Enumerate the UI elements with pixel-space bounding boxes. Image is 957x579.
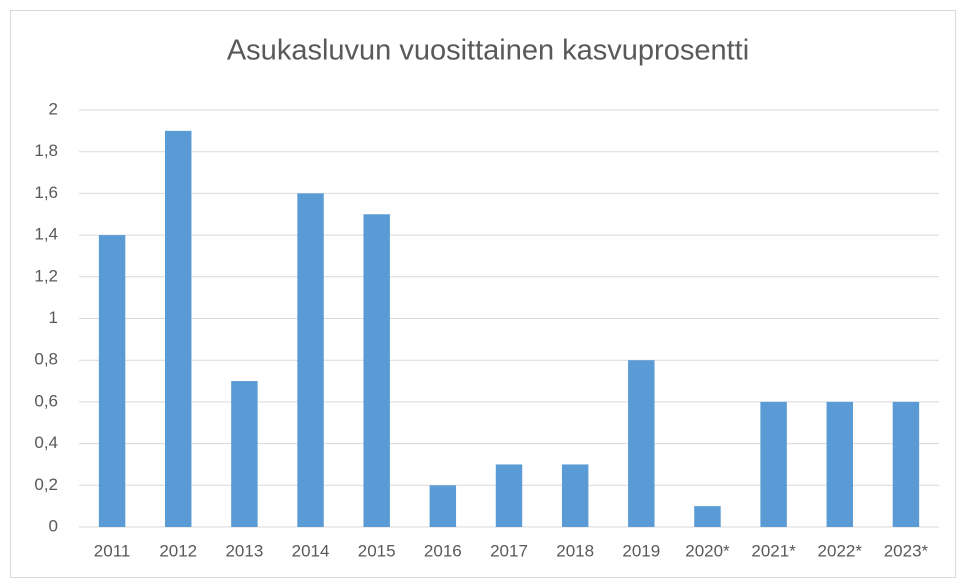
bar xyxy=(297,193,324,527)
x-tick-label: 2022* xyxy=(818,541,863,560)
y-tick-label: 1,2 xyxy=(34,266,58,285)
bar xyxy=(628,360,655,527)
bar xyxy=(826,401,853,527)
bar xyxy=(231,381,258,527)
y-tick-label: 1 xyxy=(49,308,58,327)
chart-title: Asukasluvun vuosittainen kasvuprosentti xyxy=(227,35,749,67)
x-tick-label: 2011 xyxy=(94,541,131,560)
x-tick-label: 2015 xyxy=(358,541,396,560)
bar xyxy=(892,401,920,527)
x-tick-label: 2013 xyxy=(225,541,263,560)
bar xyxy=(429,485,457,527)
chart-frame xyxy=(10,10,956,578)
bar xyxy=(98,235,126,527)
bar xyxy=(495,464,523,527)
x-tick-label: 2021* xyxy=(751,541,796,560)
bar xyxy=(165,130,192,527)
bar xyxy=(694,506,721,527)
y-tick-label: 0,2 xyxy=(34,475,58,494)
y-tick-label: 0,8 xyxy=(34,350,58,369)
x-tick-label: 2012 xyxy=(159,541,197,560)
y-tick-label: 1,8 xyxy=(34,141,58,160)
x-tick-label: 2020* xyxy=(685,541,730,560)
bar xyxy=(363,214,390,527)
bar xyxy=(760,401,787,527)
x-tick-label: 2014 xyxy=(292,541,330,560)
x-tick-label: 2018 xyxy=(556,541,594,560)
bar xyxy=(561,464,589,527)
y-tick-label: 0 xyxy=(49,516,58,535)
y-tick-label: 2 xyxy=(49,99,58,118)
y-tick-label: 1,4 xyxy=(34,225,58,244)
x-tick-label: 2019 xyxy=(622,541,660,560)
y-tick-label: 1,6 xyxy=(34,183,58,202)
y-tick-label: 0,6 xyxy=(34,391,58,410)
x-tick-label: 2016 xyxy=(424,541,462,560)
x-tick-label: 2023* xyxy=(884,541,929,560)
x-tick-label: 2017 xyxy=(490,541,528,560)
y-tick-label: 0,4 xyxy=(34,433,58,452)
